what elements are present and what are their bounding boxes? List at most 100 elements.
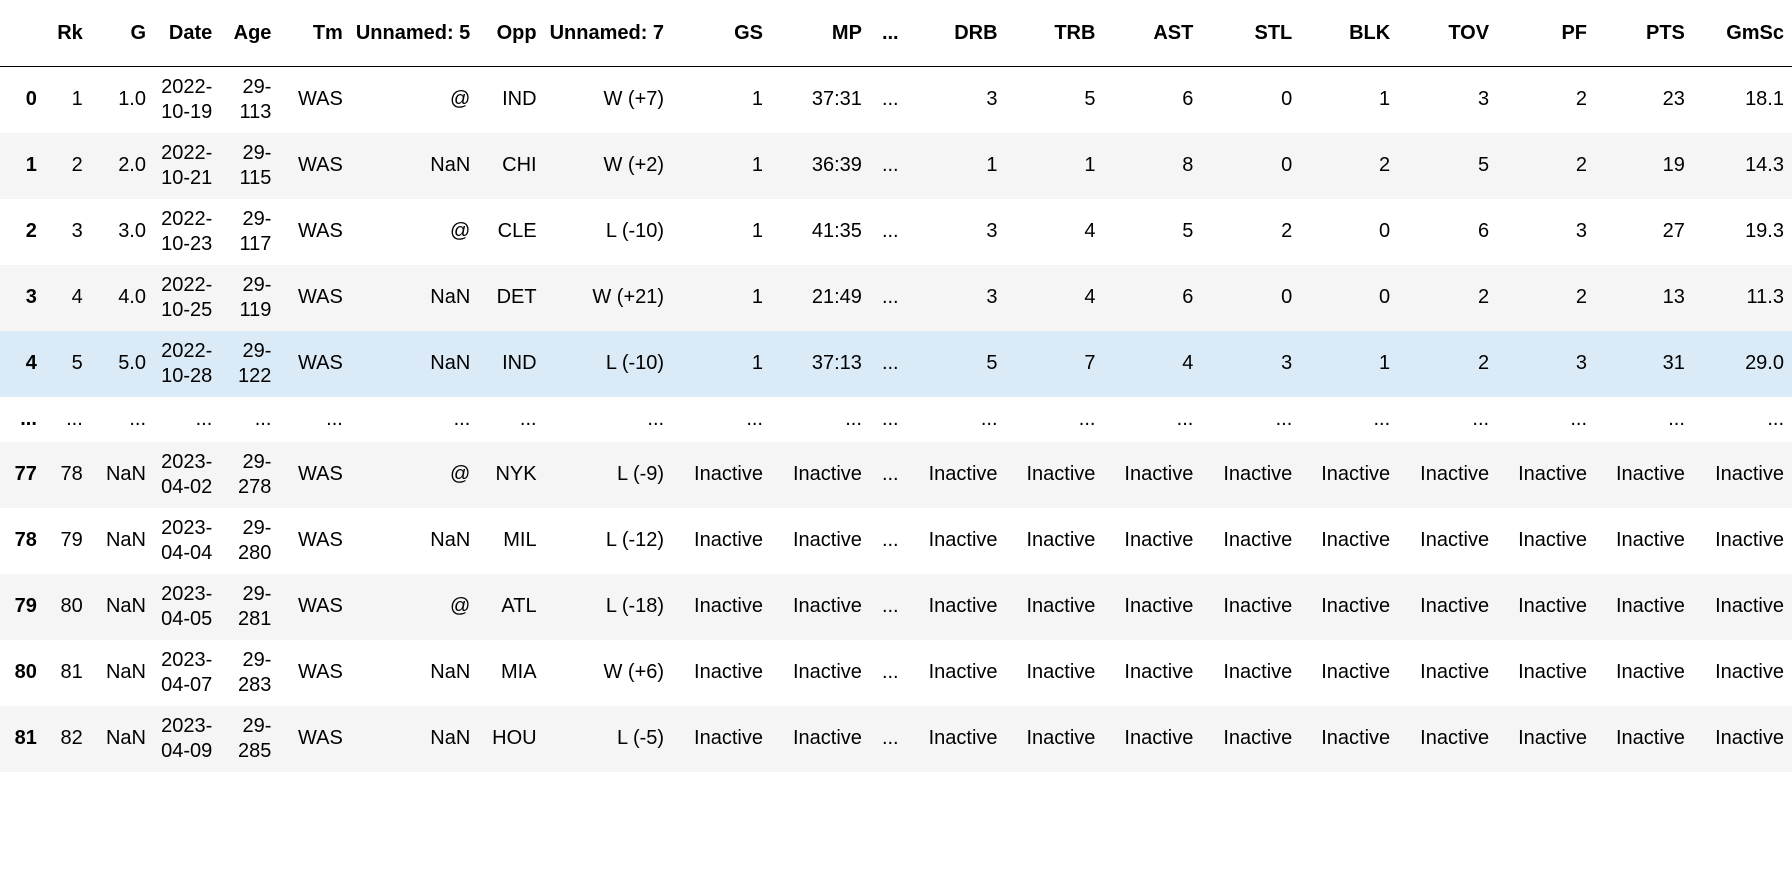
cell-rk: 4 [71,286,83,308]
cell-u7: W (+6) [603,661,665,683]
cell-rk: 80 [60,595,83,617]
cell-dots: ... [881,407,899,430]
cell-line: 29- [242,648,272,671]
cell-stl: Inactive [1223,661,1293,683]
cell-mp: 36:39 [811,154,862,176]
cell-drb: Inactive [928,661,998,683]
cell-rk: 82 [60,727,83,749]
column-header: AST [1103,0,1202,67]
cell-pf: 3 [1575,352,1587,374]
cell-mp: Inactive [792,595,862,617]
cell-ast: Inactive [1124,463,1194,485]
cell-line: 29- [242,714,272,737]
cell-tm: ... [326,407,343,430]
cell-line: 2023- [161,714,213,737]
cell-date: 2023- 04-05 [154,574,220,640]
cell-rk: 79 [60,529,83,551]
column-header: TRB [1005,0,1104,67]
cell-dots: ... [881,727,899,749]
cell-g: NaN [105,661,146,683]
row-index: 1 [25,154,37,176]
column-header: PTS [1595,0,1693,67]
cell-ast: 5 [1182,220,1194,242]
cell-pts: Inactive [1615,661,1685,683]
cell-tov: Inactive [1420,595,1490,617]
cell-drb: Inactive [928,595,998,617]
table-row: ........................................… [0,396,1792,442]
cell-gmsc: 19.3 [1745,220,1784,242]
cell-stl: Inactive [1223,595,1293,617]
cell-tm: WAS [297,463,343,485]
cell-line: 2022- [161,273,213,296]
cell-gs: 1 [751,220,763,242]
cell-gs: Inactive [694,727,763,749]
cell-pf: ... [1570,407,1587,430]
column-header: ... [869,0,907,67]
cell-line: 115 [239,166,272,189]
cell-stl: 0 [1281,154,1293,176]
cell-u7: W (+2) [603,154,665,176]
cell-gmsc: 18.1 [1745,88,1784,111]
cell-u5: NaN [430,727,471,749]
table-row: 79 80 NaN 2023- 04-05 29- 281 WAS @ ATL L (-18) Ina… [0,573,1792,640]
cell-u7: L (-10) [605,220,665,242]
cell-g: NaN [105,727,146,749]
row-index: 4 [25,352,37,374]
cell-age: 29- 280 [220,508,279,574]
cell-dots: ... [881,529,899,551]
cell-stl: 0 [1281,286,1293,308]
cell-pf: 2 [1575,88,1587,111]
cell-rk: 3 [71,220,83,242]
cell-date: 2022- 10-21 [154,133,220,199]
cell-ast: Inactive [1124,595,1194,617]
cell-line: 04-07 [161,673,213,696]
cell-tm: WAS [297,727,343,749]
cell-u7: W (+7) [603,88,665,111]
column-header: GmSc [1692,0,1792,67]
cell-g: NaN [105,463,146,485]
cell-mp: Inactive [792,727,862,749]
cell-line: 10-25 [161,298,213,321]
cell-pts: 27 [1662,220,1685,242]
cell-ast: ... [1176,407,1194,430]
cell-ast: 4 [1182,352,1194,374]
cell-line: 10-21 [161,166,213,189]
cell-pts: ... [1668,407,1685,430]
cell-line: 04-04 [161,541,213,564]
cell-blk: 0 [1379,286,1391,308]
cell-g: ... [129,407,146,430]
cell-trb: ... [1078,407,1096,430]
cell-mp: 21:49 [811,286,862,308]
cell-pf: Inactive [1518,661,1587,683]
cell-tov: ... [1472,407,1490,430]
cell-ast: 6 [1182,88,1194,111]
cell-gmsc: ... [1767,407,1784,430]
table-row: 80 81 NaN 2023- 04-07 29- 283 WAS NaN MIA W (+6) In… [0,639,1792,706]
cell-tov: 5 [1477,154,1490,176]
column-header: DRB [906,0,1006,67]
cell-line: 281 [238,607,272,630]
cell-line: 117 [239,232,272,255]
cell-blk: 1 [1379,88,1391,111]
cell-dots: ... [881,463,899,485]
cell-tov: Inactive [1420,529,1490,551]
cell-opp: ATL [501,595,537,617]
cell-line: 2022- [161,207,213,230]
cell-u5: NaN [430,352,471,374]
table-row: 4 5 5.0 2022- 10-28 29- 122 WAS NaN IND L (-10) 1 37… [0,330,1792,397]
cell-tov: Inactive [1420,661,1490,683]
cell-blk: Inactive [1321,529,1391,551]
cell-trb: 4 [1084,286,1096,308]
cell-drb: 5 [986,352,998,374]
cell-gmsc: Inactive [1715,661,1784,683]
header-row: Rk G Date Age Tm Unnamed: 5 Opp Unnamed: 7 GS MP.… [0,0,1792,67]
cell-g: NaN [105,529,146,551]
cell-trb: 5 [1084,88,1096,111]
column-header: Opp [478,0,545,67]
cell-age: 29- 117 [220,199,279,265]
dataframe-table: Rk G Date Age Tm Unnamed: 5 Opp Unnamed: 7 GS MP.… [0,0,1792,772]
row-index: 3 [25,286,37,308]
column-header: Age [220,0,280,67]
cell-drb: Inactive [928,529,998,551]
table-body: 0 1 1.0 2022- 10-19 29- 113 WAS @ IND W (+7) 1 37:31… [0,66,1792,772]
